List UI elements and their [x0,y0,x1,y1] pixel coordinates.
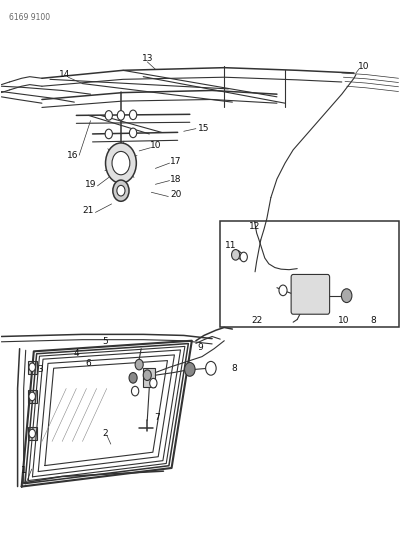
Bar [143,368,155,387]
Bar [220,221,399,327]
Text: 17: 17 [170,157,182,166]
Text: 5: 5 [102,337,108,346]
Text: 9: 9 [197,343,203,352]
Text: 13: 13 [142,54,153,63]
Text: 3: 3 [37,366,43,374]
Text: 10: 10 [150,141,161,150]
Circle shape [29,363,35,372]
Text: 2: 2 [102,429,108,438]
Circle shape [240,252,247,262]
Text: 4: 4 [73,350,79,359]
Circle shape [135,359,143,370]
Text: 19: 19 [85,180,96,189]
Text: 6: 6 [86,359,91,367]
Text: 15: 15 [198,124,210,133]
Bar [28,427,37,440]
Text: 8: 8 [231,364,237,373]
Circle shape [112,151,130,175]
Text: 1: 1 [21,466,27,475]
Text: 18: 18 [170,174,182,183]
Circle shape [117,185,125,196]
Circle shape [129,128,137,138]
Text: 6169 9100: 6169 9100 [9,13,51,22]
Text: 22: 22 [251,316,262,325]
Text: 12: 12 [249,222,260,231]
Circle shape [232,249,239,260]
Text: 21: 21 [83,206,94,215]
Circle shape [29,392,35,401]
Text: 14: 14 [58,70,70,79]
Circle shape [129,373,137,383]
Text: 10: 10 [358,62,370,70]
Text: 7: 7 [155,413,160,422]
Text: 11: 11 [224,241,236,250]
Circle shape [113,180,129,201]
Bar [28,390,37,403]
Text: 16: 16 [67,151,78,160]
Circle shape [129,110,137,119]
Circle shape [184,362,195,376]
Circle shape [206,361,216,375]
Bar [28,361,37,374]
Circle shape [150,378,157,388]
FancyBboxPatch shape [291,274,330,314]
Text: 8: 8 [370,316,376,325]
Circle shape [279,285,287,296]
Circle shape [117,111,124,120]
Text: 20: 20 [170,190,181,199]
Circle shape [29,429,35,438]
Circle shape [105,129,113,139]
Text: 10: 10 [338,316,350,325]
Circle shape [106,143,136,183]
Circle shape [341,289,352,303]
Circle shape [143,370,151,381]
Circle shape [131,386,139,396]
Circle shape [105,111,113,120]
